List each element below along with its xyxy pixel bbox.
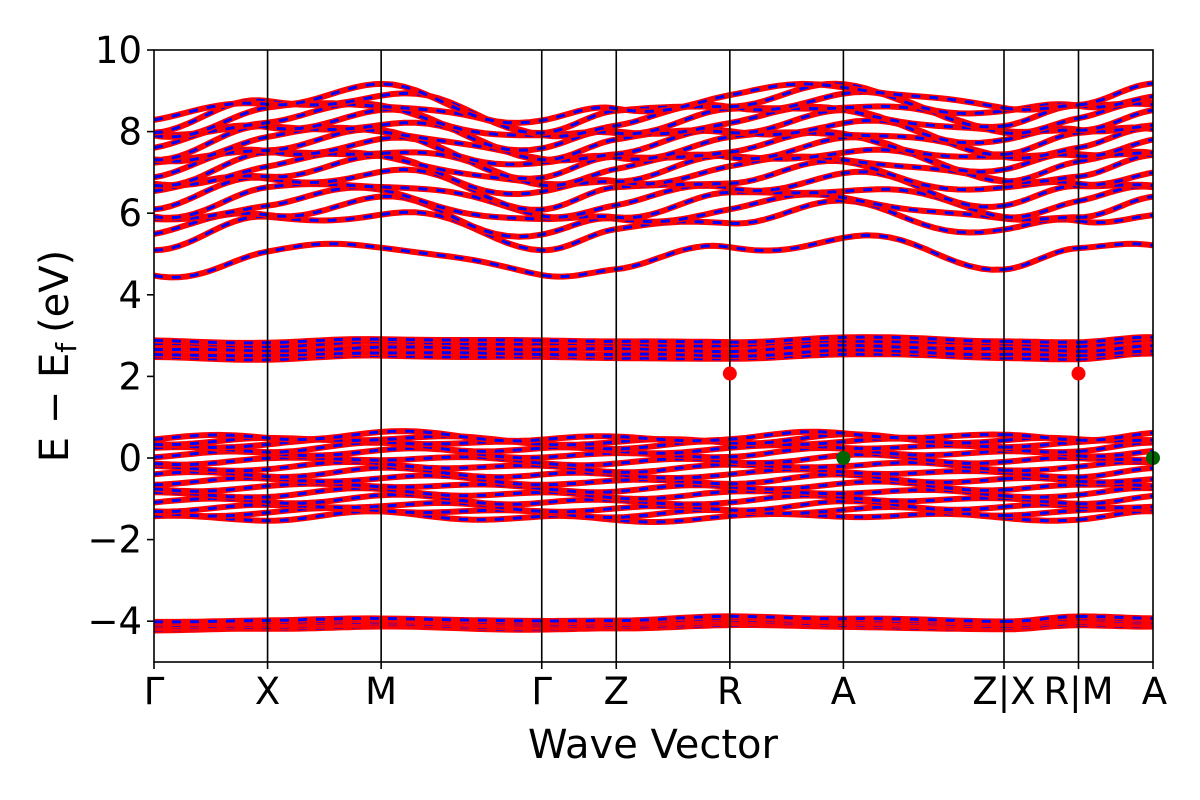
extrema-markers [722,366,1160,465]
y-tick-label: −2 [87,519,142,562]
y-axis-title-sub: f [50,342,83,353]
band-line-blue [154,233,1153,279]
x-tick-label: X [255,670,280,713]
y-tick-label: 6 [118,192,142,235]
x-axis-title: Wave Vector [528,722,779,768]
cbm-marker [1071,366,1086,381]
y-tick-label: 8 [118,111,142,154]
cbm-marker [722,366,737,381]
band-line-blue [154,466,1153,480]
band-line-blue [154,338,1153,349]
x-tick-label: Γ [144,670,165,713]
bands-layer [154,80,1153,634]
x-tick-label: M [365,670,397,713]
y-axis-title: E − Ef (eV) [32,250,83,463]
x-tick-label: Z|X [972,670,1035,713]
x-tick-label: Γ [531,670,552,713]
band-line-blue [154,170,1153,220]
band-line-blue [154,343,1153,354]
kpoint-lines [266,50,1080,662]
y-axis-title-main: E − E [32,353,78,463]
band-line-blue [154,429,1153,443]
x-tick-label: A [831,670,856,713]
y-tick-label: 10 [95,29,142,72]
y-tick-label: −4 [87,600,142,643]
band-line-blue [154,335,1153,345]
band-line-blue [154,614,1153,624]
vbm-marker [836,451,851,465]
x-axis-ticks: Γ X M Γ Z R A Z|X R|M A [144,662,1167,713]
x-tick-label: Z [604,670,629,713]
x-tick-label: A [1142,670,1167,713]
y-tick-label: 2 [118,355,142,398]
x-tick-label: R|M [1043,670,1113,713]
band-line-blue [154,184,1153,221]
y-tick-label: 4 [118,274,142,317]
band-line-blue [154,81,1153,125]
y-axis-ticks: −4 −2 0 2 4 6 8 10 [87,29,154,643]
plot-frame [153,49,1154,663]
y-tick-label: 0 [118,437,142,480]
y-axis-title-unit: (eV) [32,250,78,333]
band-line-blue [154,348,1153,358]
x-tick-label: R [717,670,743,713]
